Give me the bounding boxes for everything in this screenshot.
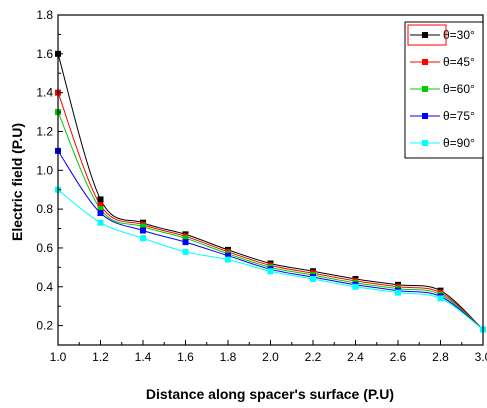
legend-marker-3 [422, 113, 428, 119]
y-tick-label: 1.2 [36, 124, 53, 138]
legend-label-4: θ=90° [443, 136, 475, 150]
y-tick-label: 0.6 [36, 241, 53, 255]
y-tick-label: 1.8 [36, 8, 53, 22]
y-axis: 0.2 0.4 0.6 0.8 1.0 1.2 1.4 1.6 1.8 [36, 8, 63, 346]
series-line-1 [57, 92, 484, 330]
series-line-4 [57, 189, 484, 330]
legend-marker-1 [422, 59, 428, 65]
data-point-2-2 [140, 223, 146, 230]
x-tick-label: 2.6 [390, 350, 407, 364]
series-line-3 [57, 150, 484, 330]
y-tick-label: 0.2 [36, 319, 53, 333]
data-point-3-3 [182, 239, 189, 246]
y-tick-label: 0.8 [36, 202, 53, 216]
legend-label-3: θ=75° [443, 109, 475, 123]
legend-marker-2 [422, 86, 428, 92]
legend: θ=30° θ=45° θ=60° θ=75° θ=90° [404, 21, 484, 159]
legend-label-0: θ=30° [443, 28, 475, 42]
x-tick-label: 2.8 [432, 350, 449, 364]
x-tick-label: 2.0 [262, 350, 279, 364]
x-axis-title: Distance along spacer's surface (P.U) [146, 386, 394, 402]
series-line-0 [57, 53, 484, 330]
x-tick-label: 1.6 [177, 350, 194, 364]
y-tick-label: 1.6 [36, 47, 53, 61]
x-axis: 1.0 1.2 1.4 1.6 1.8 2.0 2.2 2.4 2.6 2.8 3.0 [50, 340, 487, 364]
y-tick-label: 0.4 [36, 280, 53, 294]
x-tick-label: 1.2 [92, 350, 109, 364]
data-point-4-4 [225, 256, 231, 263]
data-point-2-3 [182, 235, 189, 242]
data-point-2-1 [97, 206, 104, 213]
y-axis-title: Electric field (P.U) [9, 123, 25, 241]
x-tick-label: 1.0 [50, 350, 67, 364]
legend-marker-0 [422, 32, 428, 38]
data-point-4-6 [310, 276, 316, 282]
data-point-3-2 [140, 227, 146, 234]
x-tick-label: 1.8 [220, 350, 237, 364]
data-point-4-7 [352, 283, 359, 290]
data-point-4-8 [395, 289, 401, 296]
data-point-1-1 [97, 202, 104, 209]
data-point-4-1 [97, 219, 104, 226]
legend-label-1: θ=45° [443, 55, 475, 69]
legend-selection-box [407, 24, 447, 46]
x-tick-label: 2.2 [305, 350, 322, 364]
data-point-4-9 [437, 295, 444, 302]
data-point-4-5 [267, 268, 274, 275]
legend-label-2: θ=60° [443, 82, 475, 96]
x-tick-label: 2.4 [347, 350, 364, 364]
data-point-4-3 [182, 248, 189, 255]
data-point-3-1 [97, 210, 104, 216]
y-tick-label: 1.4 [36, 86, 53, 100]
data-point-4-2 [140, 235, 146, 242]
x-tick-label: 3.0 [475, 350, 487, 364]
x-tick-label: 1.4 [135, 350, 152, 364]
data-point-3-4 [225, 252, 231, 259]
y-tick-label: 1.0 [36, 163, 53, 177]
data-point-0-1 [97, 196, 104, 203]
legend-marker-4 [422, 140, 428, 146]
